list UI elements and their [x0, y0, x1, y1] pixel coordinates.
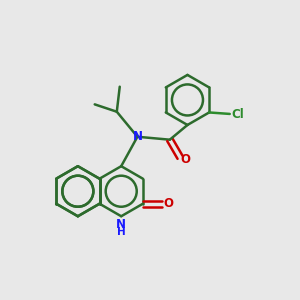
Text: N: N — [116, 218, 126, 231]
Text: Cl: Cl — [232, 108, 244, 121]
Text: H: H — [117, 227, 126, 237]
Text: O: O — [164, 197, 173, 210]
Text: N: N — [133, 130, 143, 143]
Text: O: O — [180, 153, 190, 166]
